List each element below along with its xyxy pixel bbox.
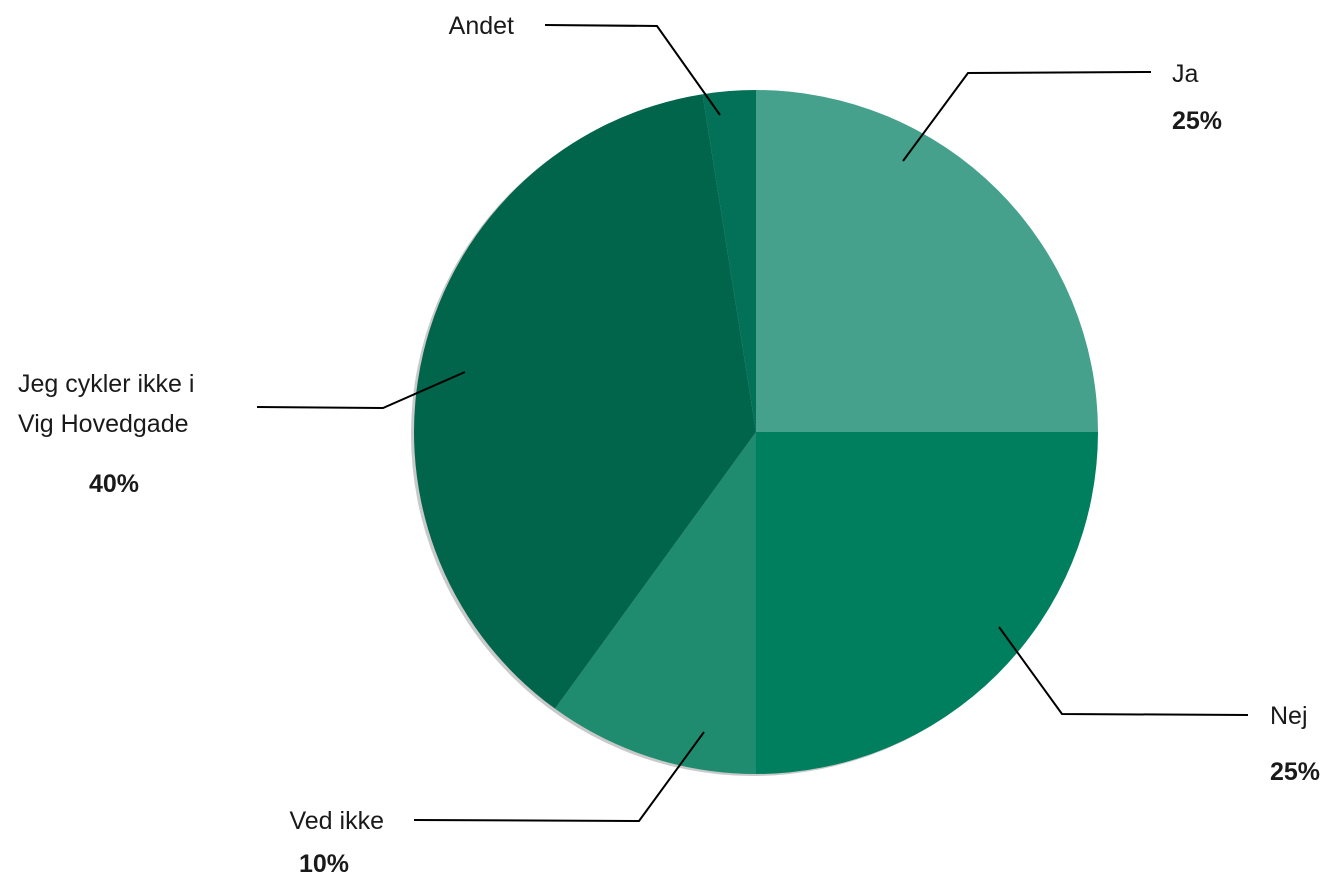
leader-line-jeg-cykler-ikke-i-vig-hovedgade: [256, 371, 466, 410]
slice-label-ved-ikke: Ved ikke: [289, 807, 384, 835]
leader-lines: [256, 24, 1249, 823]
slice-value-label-ved-ikke: 10%: [299, 850, 349, 878]
pie-slices: [411, 90, 1098, 776]
leader-line-ved-ikke: [413, 731, 705, 823]
slice-label-ja: Ja: [1172, 60, 1199, 88]
slice-value-label-jeg-cykler-ikke-i-vig-hovedgade: 40%: [89, 470, 139, 498]
leader-line-andet: [544, 24, 721, 116]
slice-value-label-ja: 25%: [1172, 107, 1222, 135]
slice-label-jeg-cykler-ikke-i-vig-hovedgade: Jeg cykler ikke i Vig Hovedgade: [18, 370, 194, 438]
pie-slice-ved-ikke: [554, 432, 756, 774]
leader-line-nej: [998, 626, 1249, 716]
pie-slice-ja: [756, 90, 1098, 432]
pie-slice-andet: [702, 90, 756, 432]
slice-label-nej: Nej: [1270, 702, 1308, 730]
pie-slice-nej: [756, 432, 1098, 774]
slice-label-andet: Andet: [449, 12, 514, 40]
leader-line-ja: [902, 71, 1152, 162]
pie-slice-jeg-cykler-ikke-i-vig-hovedgade: [413, 94, 756, 709]
slice-value-label-nej: 25%: [1270, 758, 1320, 786]
